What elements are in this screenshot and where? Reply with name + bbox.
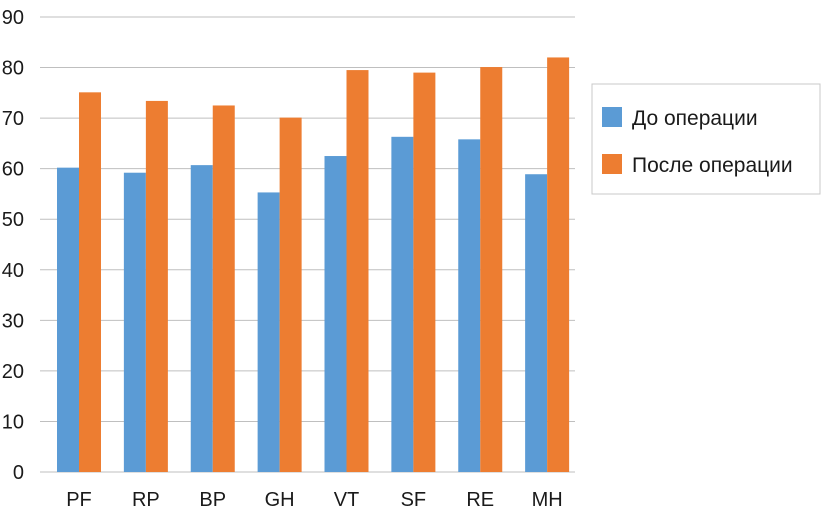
x-axis-tick-labels: PF RP BP GH VT SF RE MH — [66, 489, 562, 511]
y-tick-label: 40 — [2, 260, 24, 282]
bar-gh-before — [257, 192, 280, 472]
bars — [57, 57, 570, 473]
x-tick-label: PF — [66, 489, 92, 511]
y-tick-label: 30 — [2, 310, 24, 332]
y-tick-label: 90 — [2, 7, 24, 29]
bar-mh-after — [547, 57, 570, 472]
bar-vt-after — [346, 70, 369, 472]
y-tick-label: 20 — [2, 361, 24, 383]
y-axis-tick-labels: 0 10 20 30 40 50 60 70 80 90 — [2, 7, 24, 484]
y-tick-label: 60 — [2, 159, 24, 181]
bar-pf-before — [57, 167, 79, 472]
y-tick-label: 0 — [13, 462, 24, 484]
bar-bp-after — [212, 105, 235, 472]
bar-re-after — [480, 67, 503, 473]
x-tick-label: MH — [532, 489, 563, 511]
legend-swatch-after — [602, 154, 622, 174]
x-tick-label: RE — [466, 489, 494, 511]
bar-bp-before — [190, 165, 213, 472]
bar-pf-after — [79, 92, 101, 473]
bar-rp-after — [145, 100, 168, 472]
bar-vt-before — [324, 156, 347, 472]
bar-re-before — [458, 139, 481, 472]
legend-swatch-before — [602, 107, 622, 127]
y-tick-label: 70 — [2, 108, 24, 130]
y-tick-label: 10 — [2, 411, 24, 433]
x-tick-label: RP — [132, 489, 160, 511]
legend-label-before: До операции — [632, 107, 758, 130]
legend-frame — [591, 83, 821, 195]
bar-sf-before — [391, 136, 414, 473]
bar-sf-after — [413, 72, 436, 472]
bar-mh-before — [525, 174, 548, 472]
bar-gh-after — [279, 117, 302, 472]
x-tick-label: VT — [334, 489, 360, 511]
y-tick-label: 50 — [2, 209, 24, 231]
bar-rp-before — [123, 172, 146, 472]
y-tick-label: 80 — [2, 58, 24, 80]
x-tick-label: GH — [265, 489, 295, 511]
x-tick-label: SF — [401, 489, 427, 511]
legend: До операции После операции — [591, 83, 821, 195]
x-tick-label: BP — [199, 489, 226, 511]
legend-label-after: После операции — [632, 154, 793, 177]
